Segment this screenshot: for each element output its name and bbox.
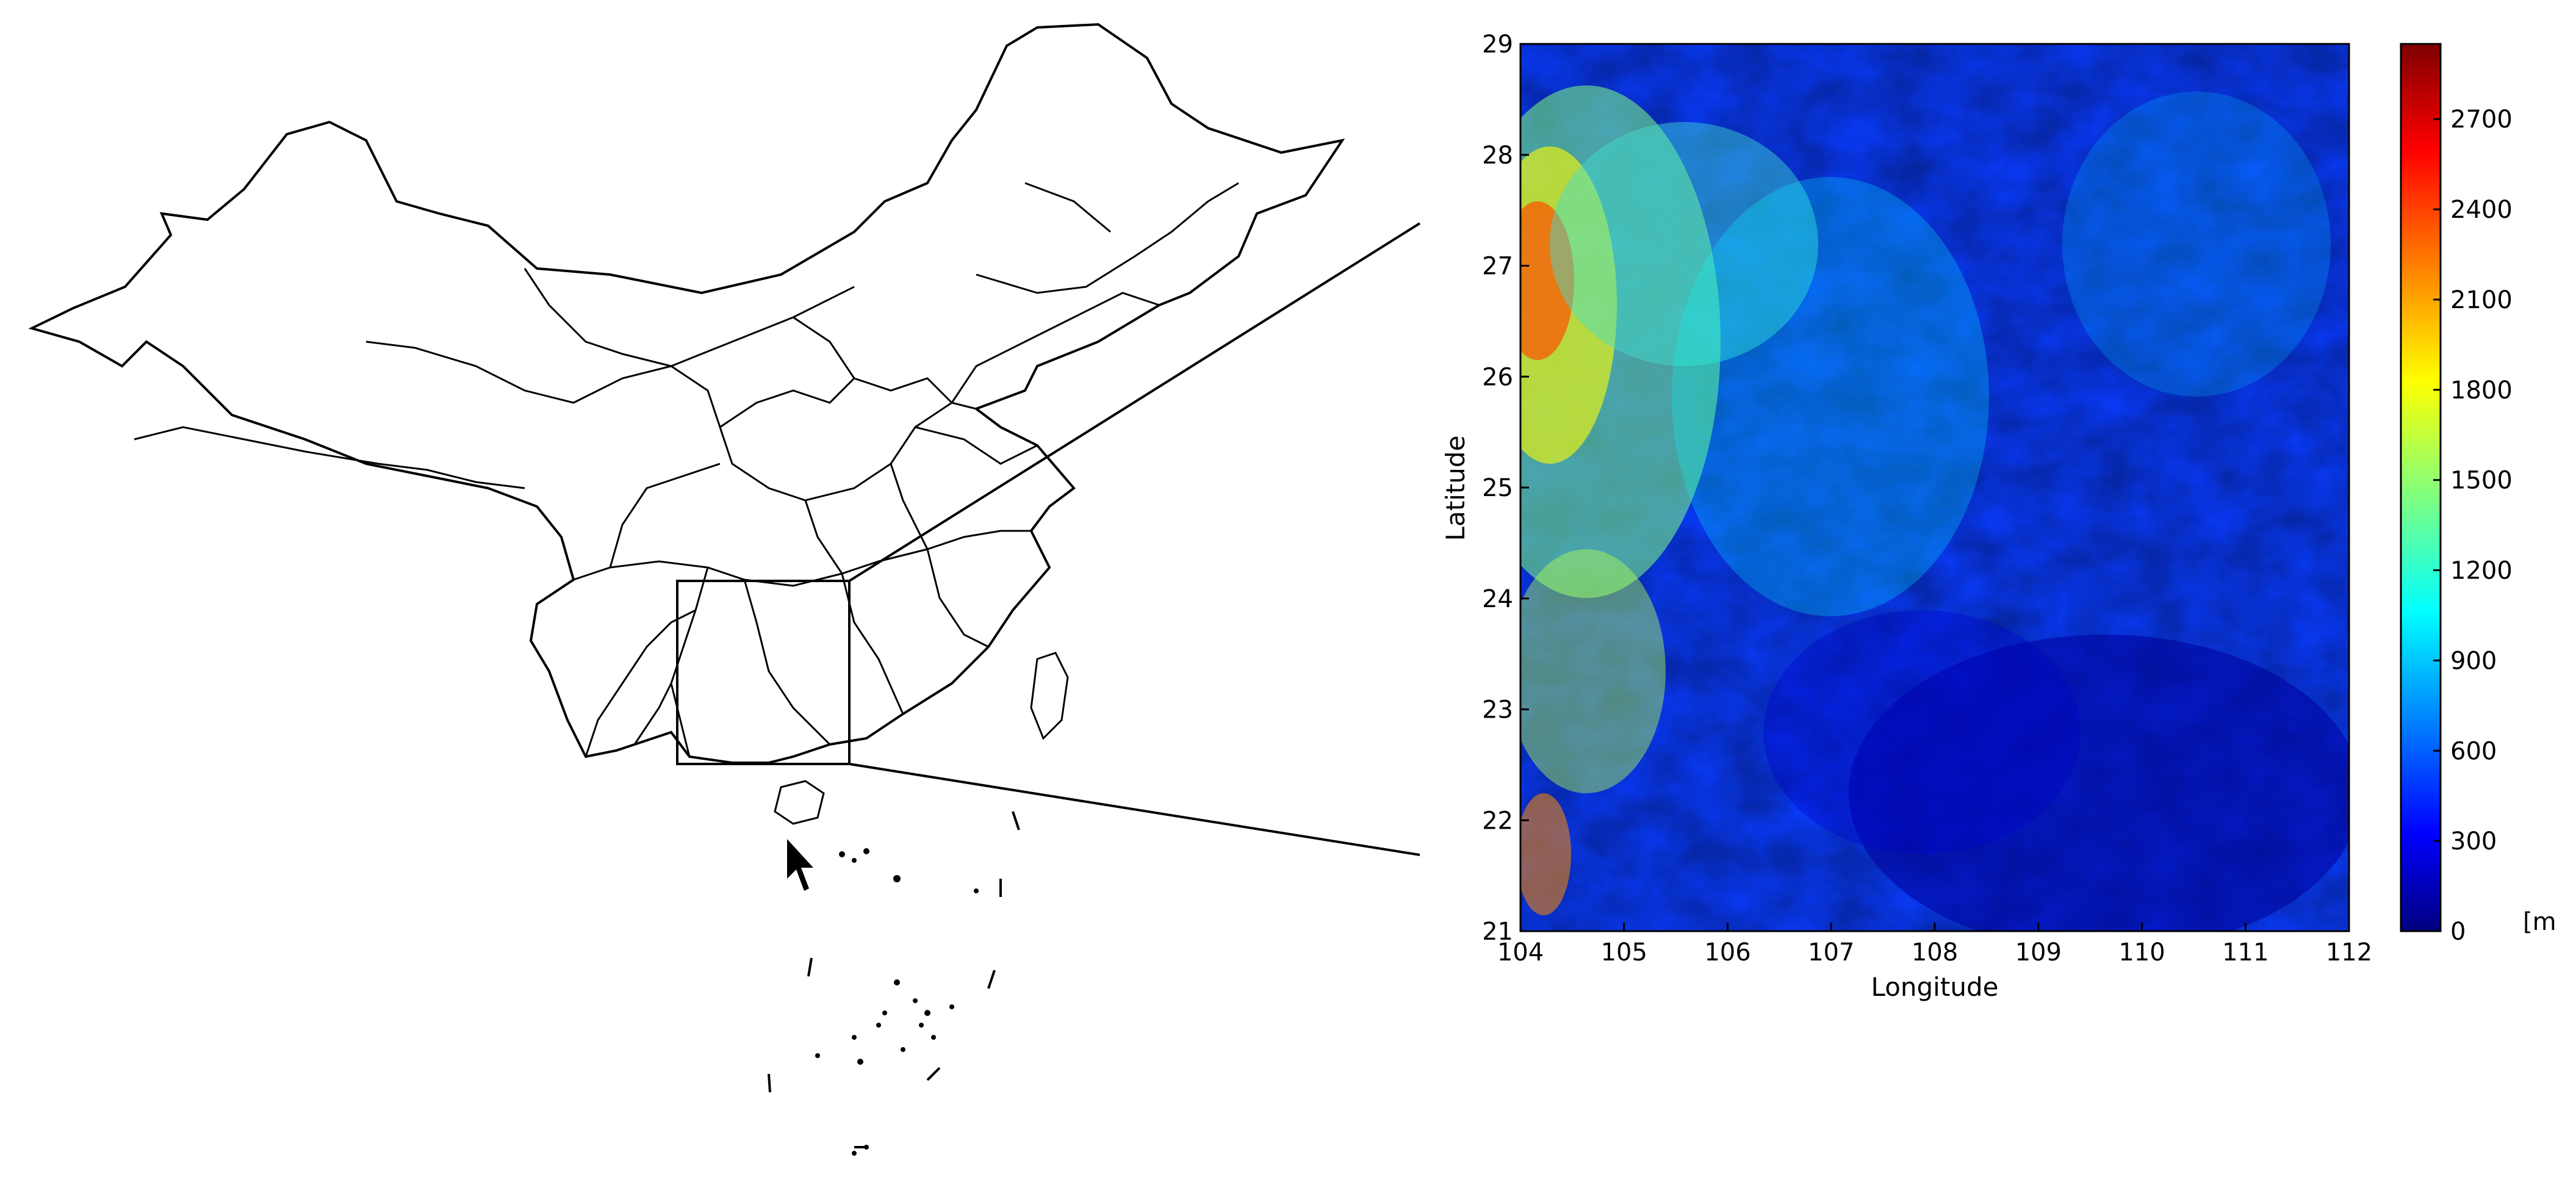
country-outline bbox=[28, 23, 1345, 764]
hainan-island bbox=[774, 780, 825, 825]
colorbar-tick-label: 1800 bbox=[2450, 376, 2513, 405]
x-tick-label: 110 bbox=[2118, 938, 2165, 967]
colorbar: 0 300 600 900 1200 1500 1800 2100 2400 2700 [m bbox=[2400, 43, 2556, 946]
x-tick-label: 111 bbox=[2222, 938, 2268, 967]
y-axis-label: Latitude bbox=[1441, 436, 1470, 541]
colorbar-tick-label: 2400 bbox=[2450, 196, 2513, 224]
zoom-line-top bbox=[848, 222, 1421, 582]
colorbar-tick-label: 0 bbox=[2450, 918, 2466, 946]
y-tick-label: 28 bbox=[1482, 142, 1513, 170]
colorbar-tick-label: 2100 bbox=[2450, 286, 2513, 314]
colorbar-tick-label: 900 bbox=[2450, 647, 2497, 675]
x-tick-label: 106 bbox=[1704, 938, 1750, 967]
y-tick-label: 21 bbox=[1482, 918, 1513, 946]
y-tick-label: 26 bbox=[1482, 363, 1513, 391]
y-tick-label: 24 bbox=[1482, 585, 1513, 613]
china-map bbox=[28, 23, 1421, 1156]
x-tick-label: 105 bbox=[1601, 938, 1647, 967]
cursor-pointer bbox=[787, 839, 813, 891]
x-axis-label: Longitude bbox=[1871, 972, 1999, 1002]
heatmap-image bbox=[1520, 44, 2349, 931]
x-tick-label: 108 bbox=[1912, 938, 1958, 967]
colorbar-ticks: 0 300 600 900 1200 1500 1800 2100 2400 2700 bbox=[2433, 106, 2513, 946]
taiwan-island bbox=[1030, 652, 1069, 740]
colorbar-tick-label: 1200 bbox=[2450, 557, 2513, 585]
y-axis-ticks: 21 22 23 24 25 26 27 28 29 bbox=[1482, 31, 1529, 946]
nine-dash-line bbox=[768, 811, 1020, 1148]
x-tick-label: 104 bbox=[1497, 938, 1544, 967]
y-tick-label: 25 bbox=[1482, 474, 1513, 502]
y-tick-label: 27 bbox=[1482, 253, 1513, 281]
x-tick-label: 107 bbox=[1808, 938, 1854, 967]
colorbar-tick-label: 600 bbox=[2450, 737, 2497, 765]
zoom-line-bottom bbox=[849, 763, 1420, 856]
x-axis-ticks: 104 105 106 107 108 109 110 111 112 bbox=[1497, 923, 2372, 967]
province-boundaries bbox=[134, 182, 1239, 757]
y-tick-label: 23 bbox=[1482, 696, 1513, 724]
colorbar-gradient bbox=[2400, 43, 2442, 932]
elevation-heatmap: 104 105 106 107 108 109 110 111 112 21 22 23 24 25 26… bbox=[1441, 31, 2372, 1002]
y-tick-label: 22 bbox=[1482, 807, 1513, 835]
y-tick-label: 29 bbox=[1482, 31, 1513, 59]
colorbar-unit-label: [m bbox=[2523, 908, 2556, 936]
colorbar-tick-label: 1500 bbox=[2450, 467, 2513, 495]
colorbar-tick-label: 300 bbox=[2450, 827, 2497, 855]
x-tick-label: 112 bbox=[2326, 938, 2372, 967]
inset-box bbox=[676, 580, 851, 765]
colorbar-tick-label: 2700 bbox=[2450, 106, 2513, 134]
x-tick-label: 109 bbox=[2015, 938, 2062, 967]
south-sea-islands bbox=[815, 848, 979, 1156]
